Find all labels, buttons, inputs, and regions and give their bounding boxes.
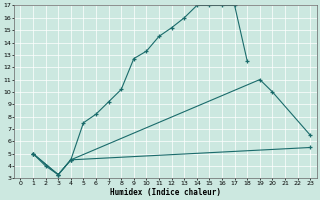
X-axis label: Humidex (Indice chaleur): Humidex (Indice chaleur) xyxy=(110,188,221,197)
